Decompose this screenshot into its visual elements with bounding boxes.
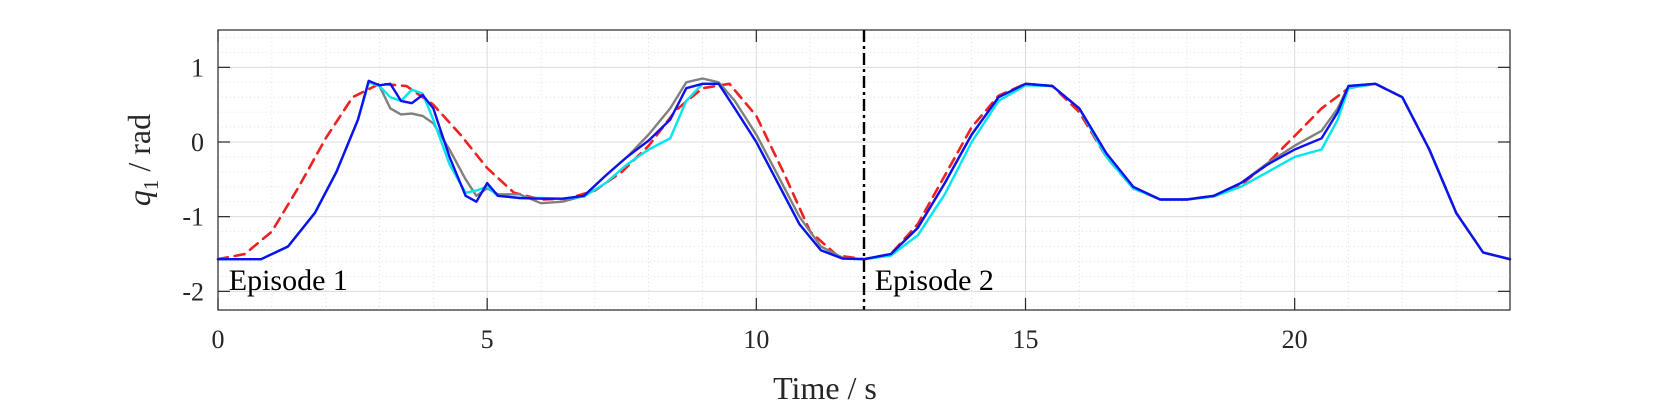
y-tick-label: 0 xyxy=(191,128,204,157)
x-axis-label: Time / s xyxy=(773,370,877,406)
annotations: Episode 1 Episode 2 xyxy=(229,264,994,297)
y-axis-label: q1 / rad xyxy=(121,114,163,206)
y-axis-unit: / rad xyxy=(121,114,157,180)
episode-label: Episode 2 xyxy=(875,264,994,297)
x-tick-label: 20 xyxy=(1282,325,1308,354)
x-tick-label: 10 xyxy=(743,325,769,354)
episode-label: Episode 1 xyxy=(229,264,348,297)
series-group xyxy=(216,77,1512,261)
y-axis-symbol: q xyxy=(121,190,157,206)
series-line-4 xyxy=(216,79,1512,261)
x-tick-label: 0 xyxy=(212,325,225,354)
y-tick-label: 1 xyxy=(191,53,204,82)
series-line-2 xyxy=(216,77,1512,261)
x-tick-label: 5 xyxy=(481,325,494,354)
x-tick-label: 15 xyxy=(1013,325,1039,354)
y-axis-subscript: 1 xyxy=(139,180,163,191)
plot-frame xyxy=(217,29,1511,311)
y-tick-label: -2 xyxy=(182,277,204,306)
y-tick-label: -1 xyxy=(182,203,204,232)
